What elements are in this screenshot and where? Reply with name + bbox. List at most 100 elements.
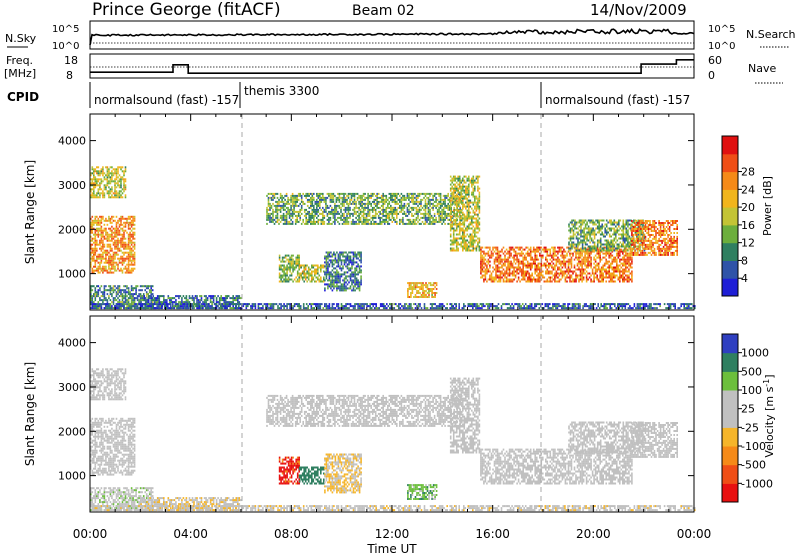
power-cell [345,255,347,258]
power-cell [581,278,583,281]
power-cell [460,241,463,244]
power-cell [582,256,585,259]
power-cell [121,170,124,173]
power-cell [447,212,449,215]
power-cell [405,204,407,207]
power-cell [97,170,100,173]
power-cell [103,289,106,292]
power-cell [358,259,361,262]
power-cell [558,266,561,269]
power-cell [337,279,340,282]
power-cell [417,286,420,289]
power-cell [96,172,98,175]
nsky-tick-lo-right: 10^0 [708,41,735,52]
power-cell [111,196,113,199]
power-cell [418,194,421,197]
power-cell [316,194,318,197]
power-cell [474,197,476,200]
power-cell [424,212,427,215]
power-cell [428,290,430,292]
power-cell [150,291,152,294]
power-cell [124,168,127,171]
power-cell [121,241,124,244]
power-cell [602,274,604,277]
power-cell [507,264,509,267]
power-cell [408,204,410,207]
power-cell [349,255,352,258]
power-cell [483,258,485,261]
power-cell [106,182,109,185]
power-cell [472,215,475,218]
power-cell [572,252,574,255]
power-cell [282,218,285,221]
power-cell [478,205,481,208]
power-cell [156,301,159,304]
power-cell [304,274,307,277]
power-cell [380,204,383,207]
power-cell [608,252,610,255]
power-cell [564,278,567,281]
power-cell [536,256,538,259]
power-cell [379,200,381,203]
power-cell [227,301,230,304]
power-cell [281,194,283,197]
power-cell [487,252,490,255]
power-cell [466,215,469,218]
power-cell [339,275,341,278]
power-cell [93,293,95,296]
power-cell [102,239,104,242]
power-cell [127,221,130,224]
power-cell [324,289,326,292]
power-cell [415,202,418,205]
power-cell [382,196,384,199]
power-cell [284,220,286,223]
power-cell [564,264,567,267]
power-cell [115,172,118,175]
power-cell [357,287,359,290]
power-cell [486,264,488,267]
power-cell [475,221,478,224]
power-cell [342,285,344,288]
power-cell [545,248,547,251]
power-cell [347,222,350,225]
power-cell [120,267,122,270]
power-cell [611,272,614,275]
nave-label: Nave [748,62,776,75]
power-cell [114,219,116,222]
power-cell [455,225,458,228]
power-cell [429,194,431,197]
power-cell [109,305,112,308]
power-cell [455,187,458,190]
power-cell [564,254,567,257]
power-cell [211,301,213,304]
power-cell [283,280,285,283]
power-cell [118,299,121,302]
power-cell [289,256,291,259]
power-cell [471,185,473,188]
power-cell [94,297,97,300]
power-cell [288,202,291,205]
power-cell [609,276,612,279]
power-cell [269,204,271,207]
power-cell [537,274,540,277]
power-cell [429,198,431,201]
power-cell [484,274,487,277]
power-cell [118,261,121,264]
power-cell [315,270,318,273]
power-cell [317,192,320,195]
power-cell [300,198,303,201]
power-cell [419,288,421,290]
power-cell [529,268,532,271]
power-cell [569,278,571,281]
power-cell [112,261,115,264]
power-cell [105,233,107,236]
power-cell [115,194,118,197]
power-cell [114,243,116,246]
power-cell [360,253,362,256]
power-cell [609,264,612,267]
power-cell [133,259,136,262]
power-cell [523,258,526,261]
power-cell [457,210,460,213]
power-cell [282,214,285,217]
power-cell [332,192,335,195]
